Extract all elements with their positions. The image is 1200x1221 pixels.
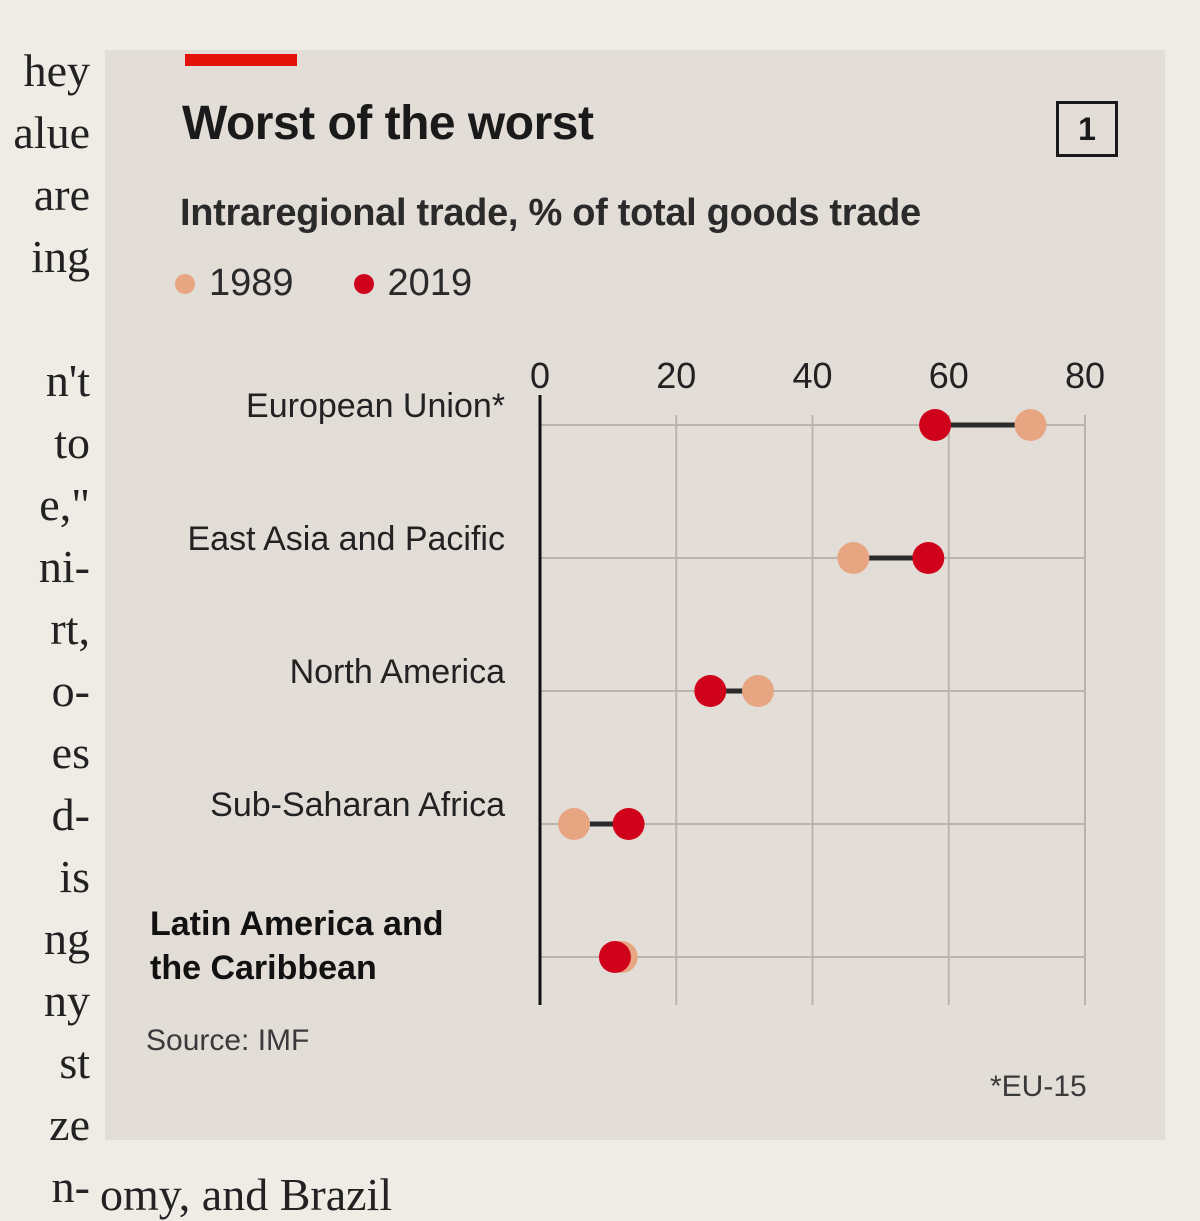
page-text-line: alue: [13, 107, 90, 158]
point-1989: [742, 675, 774, 707]
point-1989: [837, 542, 870, 574]
legend: 1989 2019: [175, 262, 532, 305]
page-text-line: ny: [44, 975, 90, 1026]
category-label: North America: [290, 653, 505, 691]
page-text-column: hey alue are ing n't to e," ni-rt, o-es d-is ng ny…: [0, 40, 90, 1218]
chart-number-badge: 1: [1056, 101, 1118, 157]
page-text-line: es: [51, 727, 90, 778]
legend-item-1989: 1989: [175, 262, 294, 305]
legend-label-2019: 2019: [387, 262, 473, 304]
x-tick-label: 40: [792, 355, 832, 396]
page-text-line: hey: [23, 45, 90, 96]
page-text-line: ni-: [38, 541, 90, 592]
page-text-line: ng: [44, 913, 90, 964]
point-2019: [912, 542, 945, 574]
page-text-line: rt,: [50, 603, 90, 654]
footnote: *EU-15: [990, 1070, 1087, 1103]
chart-subtitle: Intraregional trade, % of total goods tr…: [180, 192, 921, 234]
x-tick-label: 0: [530, 355, 550, 396]
x-tick-label: 60: [929, 355, 969, 396]
point-2019: [612, 808, 645, 840]
page-text-line: ing: [31, 231, 90, 282]
legend-dot-2019: [353, 273, 374, 294]
category-label: Sub-Saharan Africa: [210, 786, 505, 824]
category-label: East Asia and Pacific: [187, 520, 505, 558]
page-text-line: are: [33, 169, 90, 220]
legend-dot-1989: [175, 273, 195, 294]
page-text-line: is: [59, 851, 90, 902]
page-text-line: e,": [39, 479, 90, 530]
category-label: European Union*: [246, 387, 505, 425]
page-text-line: to: [54, 417, 90, 468]
page-text-line: d-: [51, 789, 90, 840]
page-text-line: o-: [51, 665, 90, 716]
accent-bar: [185, 54, 297, 66]
source-note: Source: IMF: [146, 1024, 310, 1057]
category-label: Latin America and the Caribbean: [150, 905, 443, 987]
legend-label-1989: 1989: [209, 262, 294, 304]
point-2019: [919, 409, 952, 441]
point-2019: [694, 675, 727, 707]
page-text-line: st: [59, 1037, 90, 1088]
page-text-line: n't: [45, 355, 90, 406]
legend-item-2019: 2019: [353, 262, 473, 305]
page-text-line: ze: [49, 1099, 90, 1150]
point-2019: [598, 941, 631, 973]
point-1989: [558, 808, 591, 840]
point-1989: [1014, 409, 1047, 441]
x-tick-label: 80: [1065, 355, 1105, 396]
chart-title: Worst of the worst: [182, 97, 594, 150]
x-tick-label: 20: [656, 355, 696, 396]
